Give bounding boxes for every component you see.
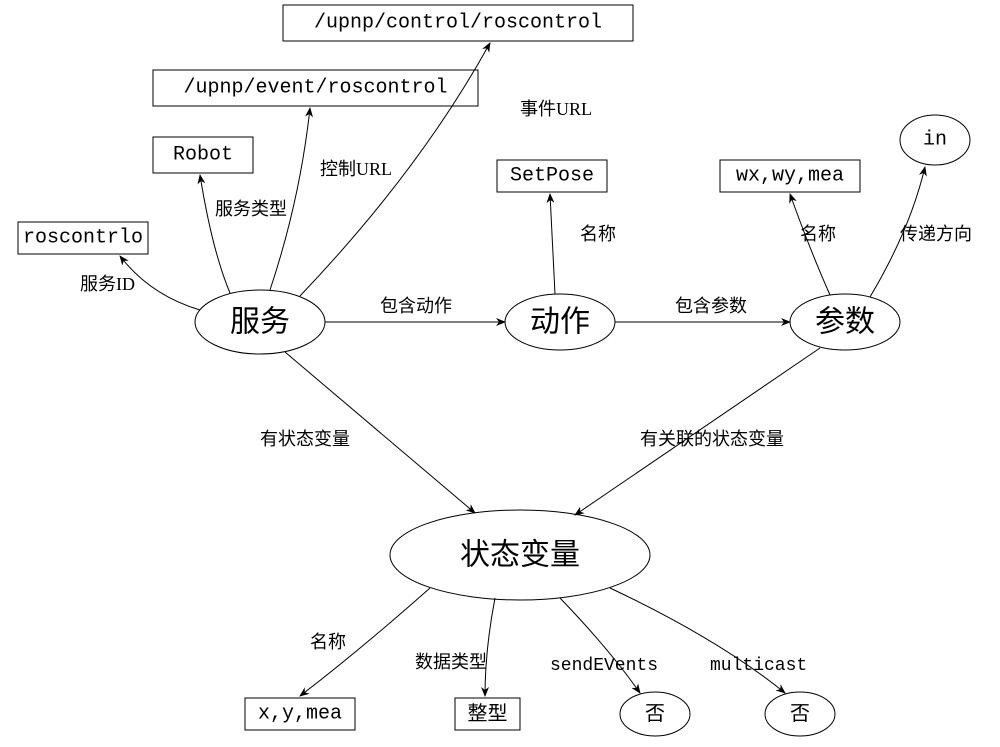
node-label-in: in xyxy=(923,129,947,152)
node-label-inttype: 整型 xyxy=(468,702,508,725)
edge-label-service-controlurl: 事件URL xyxy=(520,99,592,119)
edge-label-service-eventurl: 控制URL xyxy=(320,159,392,179)
edge-label-service-robot: 服务类型 xyxy=(215,199,287,219)
node-label-robot: Robot xyxy=(173,144,233,167)
node-label-wxwymea: wx,wy,mea xyxy=(736,165,844,188)
node-label-no2: 否 xyxy=(790,703,810,725)
edge-label-statevar-inttype: 数据类型 xyxy=(415,652,487,672)
edge-label-statevar-no1: sendEVents xyxy=(550,656,658,676)
edge-label-service-action: 包含动作 xyxy=(380,296,452,316)
edge-label-param-in: 传递方向 xyxy=(900,224,972,244)
edge-label-action-setpose: 名称 xyxy=(580,224,616,244)
node-label-param: 参数 xyxy=(815,306,875,339)
node-label-setpose: SetPose xyxy=(510,165,594,188)
edge-statevar-no1 xyxy=(560,598,640,693)
edge-label-action-param: 包含参数 xyxy=(675,296,747,316)
node-label-roscontrlo: roscontrlo xyxy=(23,227,143,250)
node-label-service: 服务 xyxy=(230,306,290,339)
node-label-statevar: 状态变量 xyxy=(460,539,580,572)
node-label-action: 动作 xyxy=(530,306,590,339)
edge-statevar-no2 xyxy=(610,588,785,693)
edge-action-setpose xyxy=(550,194,555,294)
edge-param-wxwymea xyxy=(790,194,830,295)
edge-label-param-statevar: 有关联的状态变量 xyxy=(640,429,784,449)
edge-label-service-statevar: 有状态变量 xyxy=(260,429,350,449)
edge-statevar-inttype xyxy=(485,598,495,696)
edge-label-statevar-no2: multicast xyxy=(710,656,807,676)
node-label-no1: 否 xyxy=(645,703,665,725)
edge-service-robot xyxy=(200,175,230,293)
node-label-controlurl: /upnp/control/roscontrol xyxy=(314,12,602,35)
edge-label-statevar-xymea: 名称 xyxy=(310,632,346,652)
edge-label-service-roscontrlo: 服务ID xyxy=(80,274,135,294)
node-label-eventurl: /upnp/event/roscontrol xyxy=(183,77,447,100)
node-label-xymea: x,y,mea xyxy=(258,703,342,726)
edge-label-param-wxwymea: 名称 xyxy=(800,224,836,244)
